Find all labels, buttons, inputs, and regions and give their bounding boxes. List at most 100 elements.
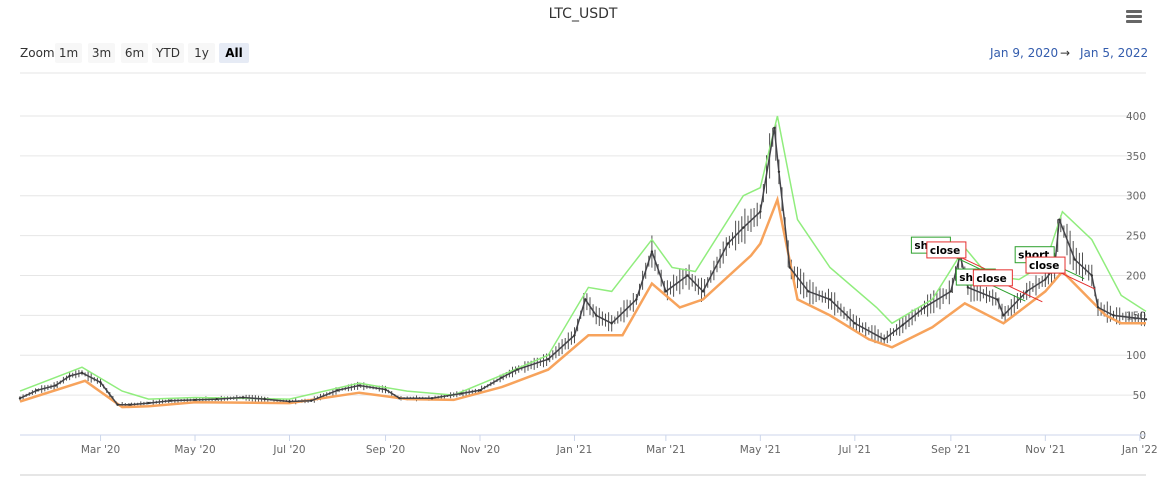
close-point: [759, 210, 762, 213]
zoom-button-1m[interactable]: 1m: [55, 43, 82, 63]
close-point: [384, 388, 387, 391]
close-point: [147, 401, 150, 405]
zoom-button-all[interactable]: All: [219, 43, 249, 63]
close-point: [996, 298, 999, 301]
close-flag-box: [1025, 256, 1066, 274]
close-point: [241, 396, 245, 399]
close-point: [288, 400, 291, 403]
close-point: [430, 397, 434, 400]
close-point: [853, 322, 857, 325]
close-point: [788, 266, 791, 269]
x-tick-label: May '21: [740, 444, 781, 456]
close-point: [726, 242, 730, 245]
close-point: [635, 298, 638, 301]
plot-area: [18, 115, 1148, 409]
close-point: [610, 322, 613, 325]
close-flag-box: [972, 269, 1013, 287]
range-from-input[interactable]: Jan 9, 2020: [990, 46, 1059, 60]
close-point: [807, 290, 810, 293]
close-point: [949, 290, 953, 293]
close-point: [573, 334, 576, 337]
close-point: [1144, 318, 1148, 321]
x-axis: Mar '20 May '20 Jul '20 Sep '20 Nov '20 Jan '…: [20, 434, 1158, 456]
x-tick-label: Sep '20: [366, 444, 405, 456]
close-point: [336, 389, 339, 392]
close-point: [650, 250, 654, 253]
close-point: [263, 397, 266, 401]
x-tick-label: May '20: [174, 444, 215, 456]
close-price-line: [19, 127, 1147, 406]
x-tick-label: Jan '21: [556, 444, 593, 456]
close-point: [500, 376, 503, 379]
close-point: [584, 298, 587, 301]
close-point: [1096, 306, 1100, 309]
y-tick-label: 100: [1126, 350, 1146, 362]
close-point: [18, 397, 22, 400]
x-tick-label: Jul '21: [838, 444, 871, 456]
close-point: [128, 403, 132, 406]
hamburger-menu-icon[interactable]: [1126, 10, 1142, 24]
flag-pointer: [1060, 272, 1096, 290]
close-point: [742, 226, 745, 229]
zoom-button-ytd[interactable]: YTD: [152, 43, 184, 63]
close-point: [215, 397, 218, 401]
close-point: [99, 381, 102, 384]
x-tick-label: Nov '20: [460, 444, 500, 456]
x-tick-label: Jul '20: [272, 444, 305, 456]
upper-band-line: [19, 115, 1147, 400]
close-point: [1112, 314, 1115, 317]
close-point: [828, 298, 832, 301]
trade-flags: shortcloseshortcloseshortclose: [910, 236, 1096, 303]
close-point: [1044, 278, 1047, 281]
zoom-label: Zoom: [20, 46, 55, 60]
close-flag-box: [926, 241, 967, 259]
y-tick-label: 200: [1126, 270, 1146, 282]
close-point: [460, 392, 463, 395]
close-point: [883, 338, 886, 341]
zoom-button-3m[interactable]: 3m: [88, 43, 115, 63]
close-point: [701, 290, 705, 293]
close-point: [923, 306, 926, 309]
y-tick-label: 0: [1139, 430, 1146, 442]
range-arrow: →: [1060, 46, 1071, 60]
close-point: [515, 368, 519, 371]
close-point: [901, 323, 905, 327]
close-point: [664, 290, 668, 293]
close-point: [1090, 274, 1093, 277]
close-point: [35, 389, 39, 392]
zoom-button-1y[interactable]: 1y: [188, 43, 215, 63]
close-point: [54, 384, 57, 387]
x-tick-label: Mar '20: [81, 444, 120, 456]
lower-band-line: [19, 195, 1146, 409]
x-tick-label: Nov '21: [1025, 444, 1065, 456]
close-point: [1058, 218, 1061, 221]
x-tick-label: Mar '21: [646, 444, 685, 456]
close-point: [966, 286, 970, 289]
close-point: [309, 399, 313, 402]
close-point: [357, 384, 361, 387]
close-point: [777, 170, 781, 173]
flag-pointer: [1008, 285, 1043, 303]
close-point: [193, 398, 197, 402]
close-flag-label: close: [930, 245, 960, 257]
close-point: [80, 371, 84, 374]
close-point: [1073, 258, 1076, 261]
close-point: [68, 374, 71, 378]
y-tick-label: 50: [1133, 390, 1146, 402]
close-point: [686, 274, 689, 277]
flag-pointer: [991, 284, 1026, 302]
close-point: [1025, 290, 1028, 293]
zoom-button-6m[interactable]: 6m: [121, 43, 148, 63]
close-flag-label: close: [976, 273, 1006, 285]
chart-title: LTC_USDT: [548, 6, 618, 22]
y-tick-label: 400: [1126, 111, 1146, 123]
y-tick-label: 350: [1126, 151, 1146, 163]
close-point: [169, 399, 172, 402]
close-point: [398, 397, 401, 400]
range-to-input[interactable]: Jan 5, 2022: [1080, 46, 1149, 60]
close-point: [1002, 314, 1005, 317]
close-flag-label: close: [1029, 260, 1059, 272]
close-point: [478, 389, 482, 392]
